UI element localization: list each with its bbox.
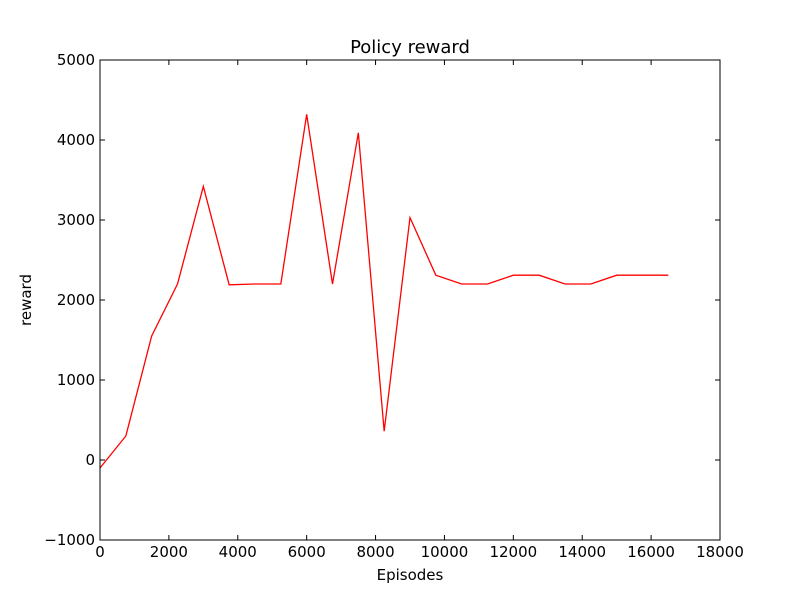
x-tick-label: 2000 [150,543,188,561]
y-tick-label: −1000 [44,531,95,549]
x-tick-label: 14000 [558,543,606,561]
x-tick-label: 8000 [356,543,394,561]
y-tick-label: 0 [85,451,95,469]
y-tick-label: 4000 [57,131,95,149]
y-tick-label: 5000 [57,51,95,69]
x-tick-label: 12000 [489,543,537,561]
y-tick-label: 3000 [57,211,95,229]
x-tick-label: 18000 [696,543,744,561]
x-tick-label: 6000 [288,543,326,561]
series-line [99,114,669,469]
y-tick-label: 1000 [57,371,95,389]
x-axis-label: Episodes [377,566,444,584]
x-tick-label: 16000 [627,543,675,561]
x-tick-label: 10000 [421,543,469,561]
x-tick-label: 0 [95,543,105,561]
chart-title: Policy reward [350,37,470,58]
plot-frame [99,59,721,541]
y-tick-label: 2000 [57,291,95,309]
y-axis-label: reward [17,274,35,326]
x-tick-label: 4000 [219,543,257,561]
